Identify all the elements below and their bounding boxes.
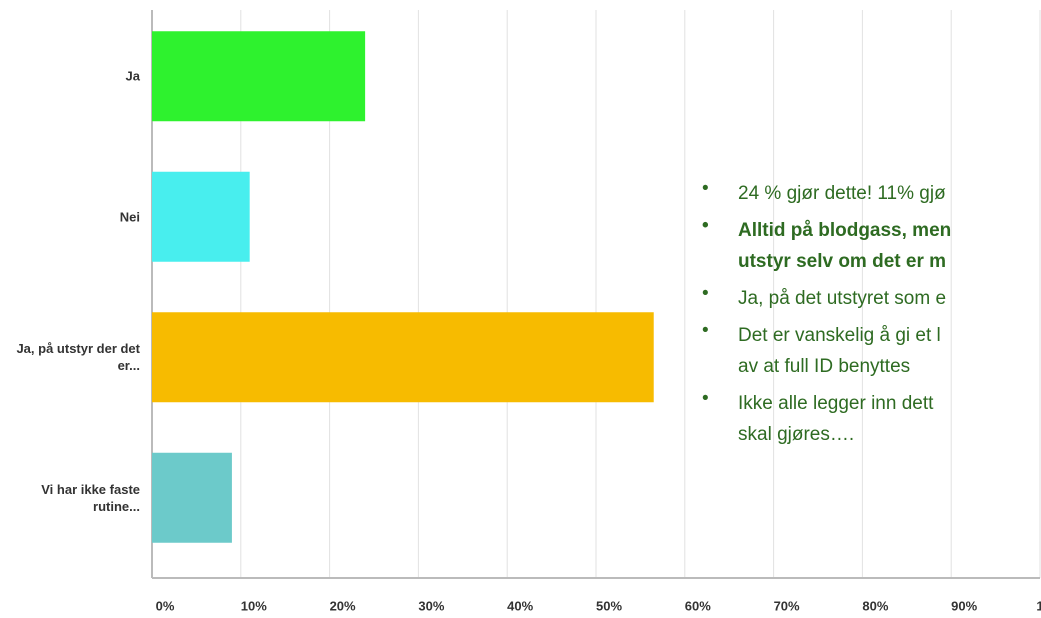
bar <box>152 31 366 122</box>
bullet-text: Alltid på blodgass, men <box>738 220 952 241</box>
bullet-text: Ikke alle legger inn dett <box>738 393 934 414</box>
category-label: Ja <box>125 68 140 84</box>
x-tick-label: 90% <box>951 598 977 613</box>
bullet-item: Ja, på det utstyret som e <box>700 283 1041 314</box>
bullet-item: Ikke alle legger inn dett skal gjøres…. <box>700 388 1041 450</box>
bar <box>152 312 654 403</box>
bullet-text: Ja, på det utstyret som e <box>738 288 947 309</box>
x-tick-label: 100% <box>1036 598 1041 613</box>
x-tick-label: 60% <box>685 598 711 613</box>
bullet-text: 24 % gjør dette! 11% gjø <box>738 183 946 204</box>
x-tick-label: 20% <box>330 598 356 613</box>
bullet-item: Det er vanskelig å gi et l av at full ID … <box>700 320 1041 382</box>
category-label: Nei <box>119 209 140 225</box>
bullet-item: Alltid på blodgass, men utstyr selv om de… <box>700 215 1041 277</box>
bullet-item: 24 % gjør dette! 11% gjø <box>700 178 1041 209</box>
bullet-text: utstyr selv om det er m <box>738 251 947 272</box>
bar <box>152 171 250 262</box>
x-tick-label: 0% <box>156 598 175 613</box>
bullet-text: av at full ID benyttes <box>738 356 911 377</box>
x-tick-label: 50% <box>596 598 622 613</box>
x-tick-label: 10% <box>241 598 267 613</box>
bullet-text: Det er vanskelig å gi et l <box>738 325 941 346</box>
x-tick-label: 80% <box>862 598 888 613</box>
bullet-list: 24 % gjør dette! 11% gjø Alltid på blodga… <box>700 178 1041 456</box>
x-tick-label: 40% <box>507 598 533 613</box>
category-label: Ja, på utstyr der det er... <box>16 341 140 374</box>
bar <box>152 452 232 543</box>
x-tick-label: 30% <box>418 598 444 613</box>
category-label: Vi har ikke faste rutine... <box>41 481 140 514</box>
x-tick-label: 70% <box>774 598 800 613</box>
bullet-text: skal gjøres…. <box>738 424 855 445</box>
